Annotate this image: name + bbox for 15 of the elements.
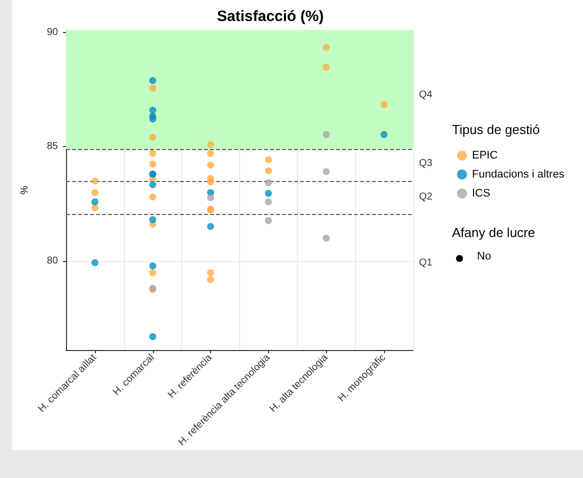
text: Q4 [419,90,433,101]
chart-title: Satisfacció (%) [217,8,324,25]
y-tick-label: 80 [46,256,58,267]
text: Afany de lucre [452,225,536,240]
text: No [477,250,492,262]
y-tick-label: 85 [46,141,58,152]
legend-label: EPIC [472,150,498,162]
legend-label: ICS [472,188,490,200]
text: Q1 [419,258,433,269]
text: Q3 [419,158,433,170]
y-axis-title: % [20,186,30,195]
legend-title: Tipus de gestió [452,122,540,137]
text: Q2 [419,192,433,203]
legend-label: Fundacions i altres [472,168,565,180]
y-tick-label: 90 [46,26,58,38]
